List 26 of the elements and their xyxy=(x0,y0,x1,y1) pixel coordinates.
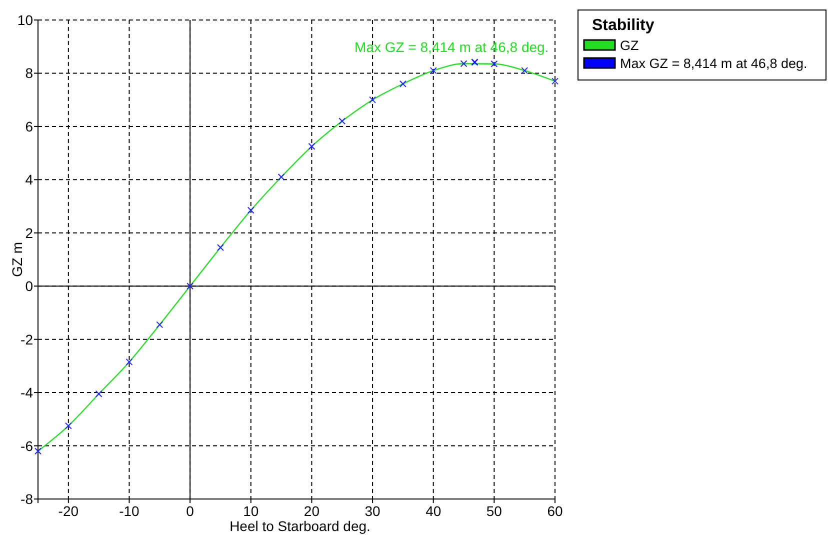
y-tick-label: 2 xyxy=(25,224,34,241)
y-tick-label: -8 xyxy=(20,491,34,507)
x-tick-label: 10 xyxy=(243,503,259,519)
legend-title: Stability xyxy=(592,17,654,34)
y-tick-label: -6 xyxy=(20,438,34,454)
y-tick-label: -2 xyxy=(20,331,34,348)
x-tick-label: 60 xyxy=(547,503,563,519)
x-tick-label: 20 xyxy=(304,503,320,519)
x-tick-label: 0 xyxy=(186,503,194,519)
y-tick-label: 10 xyxy=(17,12,34,28)
x-tick-label: -10 xyxy=(119,503,140,519)
y-tick-label: 8 xyxy=(25,65,34,82)
legend-label: GZ xyxy=(620,38,639,53)
y-tick-label: 0 xyxy=(25,278,34,294)
point xyxy=(471,58,478,66)
x-tick-label: 30 xyxy=(364,503,381,519)
y-tick-label: 4 xyxy=(25,172,34,188)
y-axis-title: GZ m xyxy=(9,242,25,277)
x-axis-title: Heel to Starboard deg. xyxy=(230,518,370,534)
y-tick-label: 6 xyxy=(25,118,34,134)
x-tick-label: 40 xyxy=(426,503,442,519)
annotation: Max GZ = 8,414 m at 46,8 deg. xyxy=(354,39,549,56)
x-tick-label: -20 xyxy=(58,503,79,519)
x-tick-label: 50 xyxy=(486,503,502,519)
legend-label: Max GZ = 8,414 m at 46,8 deg. xyxy=(620,56,808,71)
y-tick-label: -4 xyxy=(20,384,34,401)
